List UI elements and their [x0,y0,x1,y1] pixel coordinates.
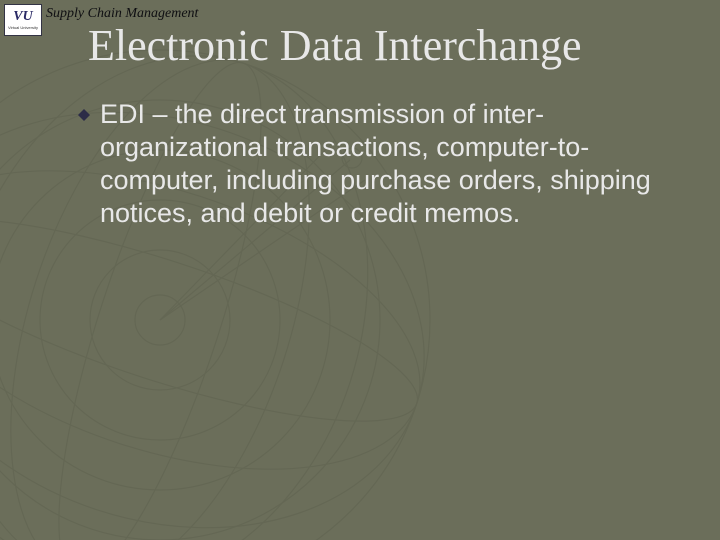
diamond-bullet-icon [78,109,90,121]
logo-text: VU [13,10,32,24]
body-area: EDI – the direct transmission of inter-o… [78,98,662,230]
bullet-item: EDI – the direct transmission of inter-o… [78,98,662,230]
slide: VU Virtual University Supply Chain Manag… [0,0,720,540]
bullet-text: EDI – the direct transmission of inter-o… [100,98,662,230]
slide-title: Electronic Data Interchange [88,20,582,71]
logo-subtext: Virtual University [8,26,38,30]
vu-logo: VU Virtual University [4,4,42,36]
